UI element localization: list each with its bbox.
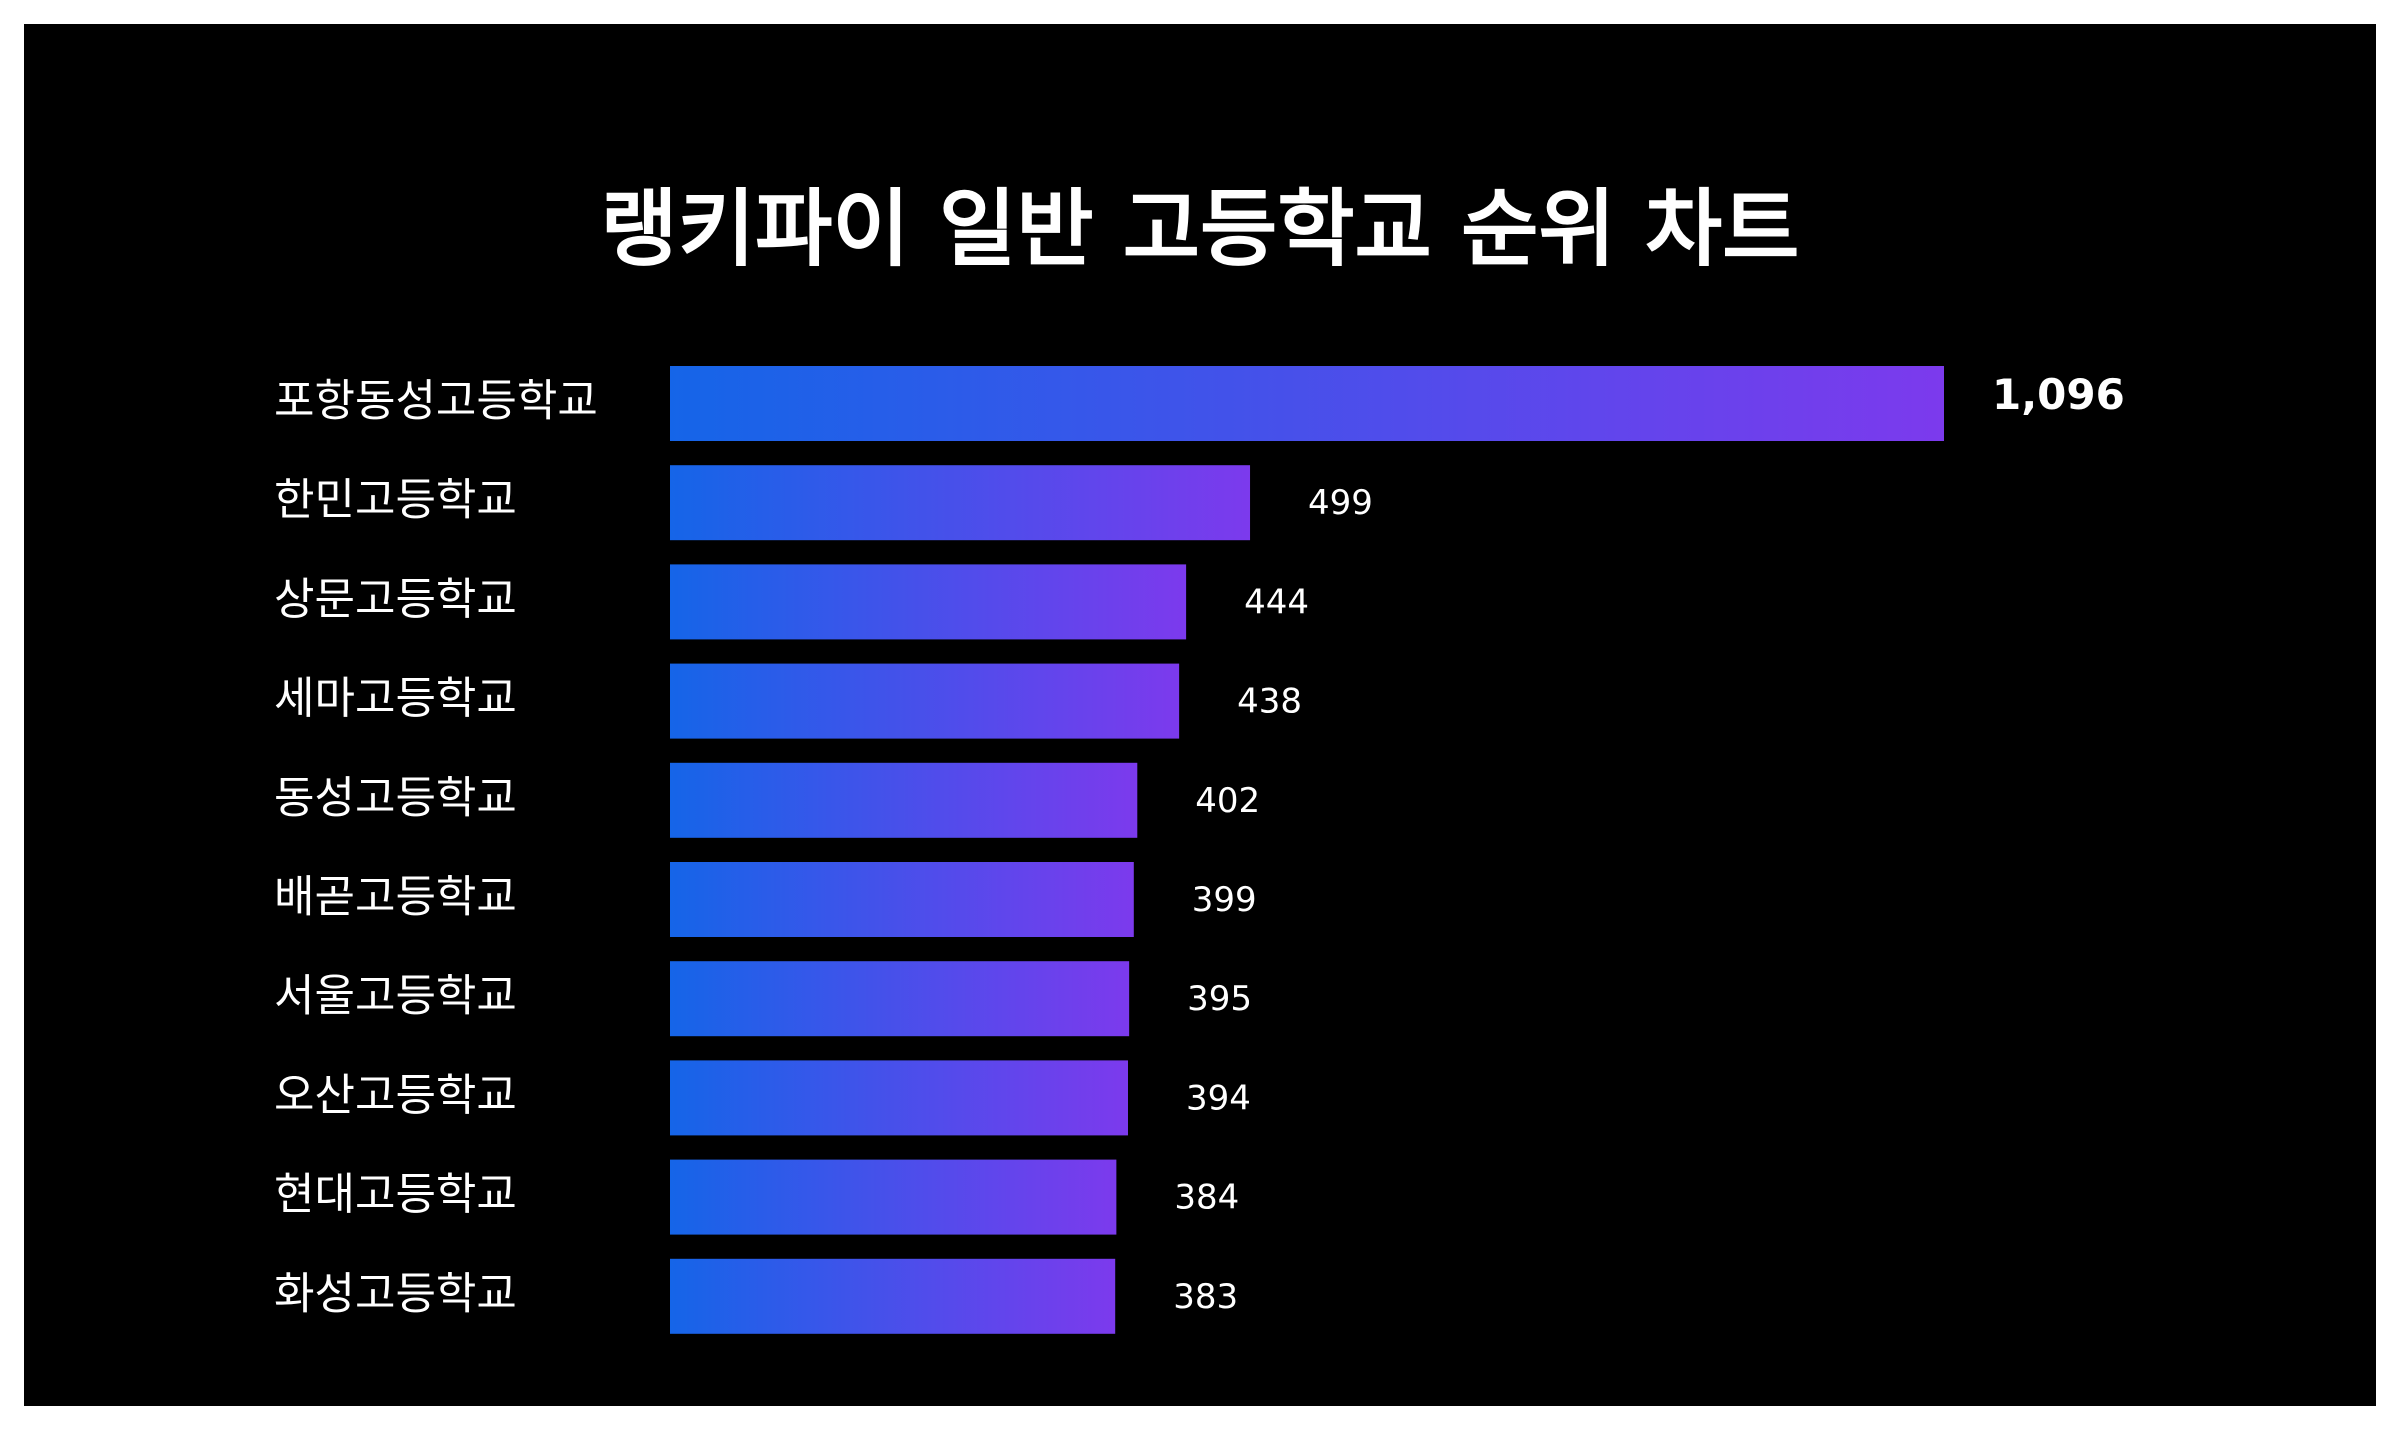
bar (670, 564, 1187, 640)
category-label: 세마고등학교 (274, 673, 517, 724)
bar (670, 366, 1944, 441)
value-label: 1,096 (1992, 370, 2125, 419)
chart-frame: 랭키파이 일반 고등학교 순위 차트 포항동성고등학교 1,096 한민고등학교 49… (24, 24, 2376, 1406)
category-label: 화성고등학교 (274, 1268, 517, 1319)
bar (670, 1159, 1117, 1235)
category-label: 배곧고등학교 (274, 872, 517, 923)
bar (670, 1258, 1116, 1334)
bar (670, 663, 1180, 739)
category-label: 한민고등학교 (274, 475, 517, 526)
bar-chart: 포항동성고등학교 1,096 한민고등학교 499 상문고등학교 444 세마고등학교 438… (274, 366, 2125, 1334)
category-label: 상문고등학교 (274, 574, 517, 625)
bar (670, 762, 1138, 838)
value-label: 395 (1187, 979, 1252, 1019)
bar (670, 961, 1130, 1037)
bar (670, 1060, 1128, 1136)
category-label: 현대고등학교 (274, 1169, 517, 1220)
category-label: 오산고등학교 (274, 1070, 517, 1121)
value-label: 444 (1244, 582, 1309, 622)
category-label: 서울고등학교 (274, 971, 517, 1022)
bar (670, 465, 1251, 541)
value-label: 402 (1195, 781, 1260, 821)
bar (670, 862, 1134, 937)
value-label: 383 (1173, 1277, 1238, 1317)
category-label: 동성고등학교 (274, 772, 517, 823)
value-label: 399 (1192, 880, 1257, 920)
value-label: 438 (1237, 682, 1302, 722)
value-label: 384 (1174, 1178, 1239, 1218)
category-label: 포항동성고등학교 (274, 376, 598, 427)
value-label: 394 (1186, 1078, 1251, 1118)
bars-group: 포항동성고등학교 1,096 한민고등학교 499 상문고등학교 444 세마고등학교 438… (274, 366, 2125, 1334)
chart-title: 랭키파이 일반 고등학교 순위 차트 (600, 180, 1800, 278)
value-label: 499 (1308, 483, 1373, 523)
